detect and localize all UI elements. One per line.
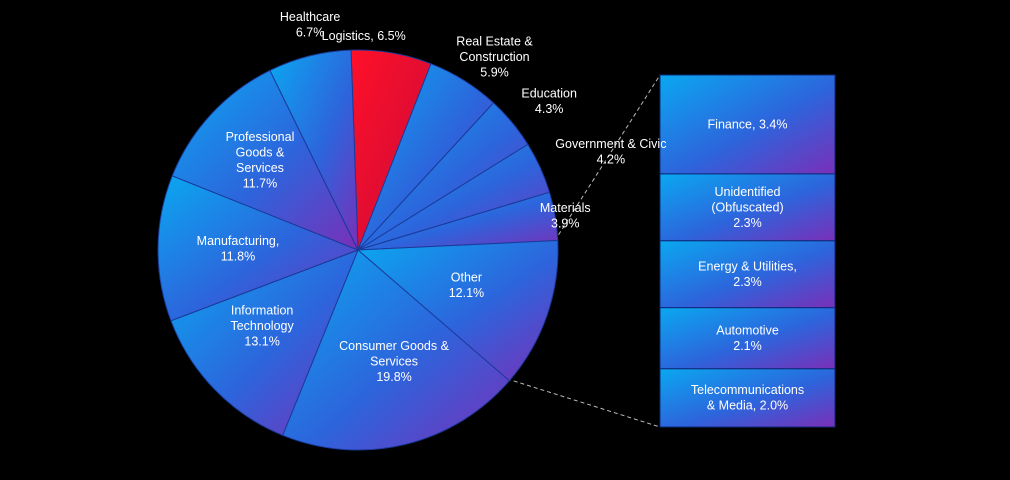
slice-label-professional: Professional Goods & Services 11.7% <box>226 130 295 191</box>
bar-segment-automotive <box>659 307 836 370</box>
breakdown-bar <box>659 74 836 428</box>
pie-slice-consumer-goods <box>282 249 511 451</box>
slice-label-manufacturing: Manufacturing, 11.8% <box>197 234 280 263</box>
slice-label-other: Other 12.1% <box>449 270 484 300</box>
bar-label-finance-3-4: Finance, 3.4% <box>708 117 788 131</box>
bar-label-telecommunications: Telecommunications & Media, 2.0% <box>691 383 804 413</box>
bar-label-automotive: Automotive 2.1% <box>716 324 779 354</box>
pie-slice-healthcare <box>269 49 359 251</box>
slice-label-government-civic: Government & Civic 4.2% <box>555 137 666 167</box>
slice-label-real-estate: Real Estate & Construction 5.9% <box>456 34 533 79</box>
bar-segment-finance-3-4 <box>659 74 836 175</box>
connector-line-top <box>554 74 661 241</box>
slice-label-materials: Materials 3.9% <box>540 201 591 231</box>
slice-label-logistics-6-5: Logistics, 6.5% <box>322 29 406 43</box>
slice-label-consumer-goods: Consumer Goods & Services 19.8% <box>339 339 449 384</box>
pie-slice-other <box>356 239 559 382</box>
pie-slice-professional <box>171 69 360 251</box>
labels: Logistics, 6.5% Real Estate & Construction… <box>197 10 804 413</box>
pie-slice-information <box>170 249 359 436</box>
bar-label-energy-utilities: Energy & Utilities, 2.3% <box>698 260 797 290</box>
slice-label-healthcare: Healthcare 6.7% <box>280 10 340 40</box>
slice-label-education: Education 4.3% <box>521 87 577 117</box>
bar-segment-telecommunications <box>659 368 836 428</box>
slice-label-information: Information Technology 13.1% <box>230 303 294 348</box>
pie-slice-manufacturing <box>157 175 360 322</box>
connector-line-bottom <box>506 378 661 428</box>
connector-lines <box>506 74 661 428</box>
pie <box>157 49 559 451</box>
bar-label-unidentified: Unidentified (Obfuscated) 2.3% <box>711 185 783 230</box>
